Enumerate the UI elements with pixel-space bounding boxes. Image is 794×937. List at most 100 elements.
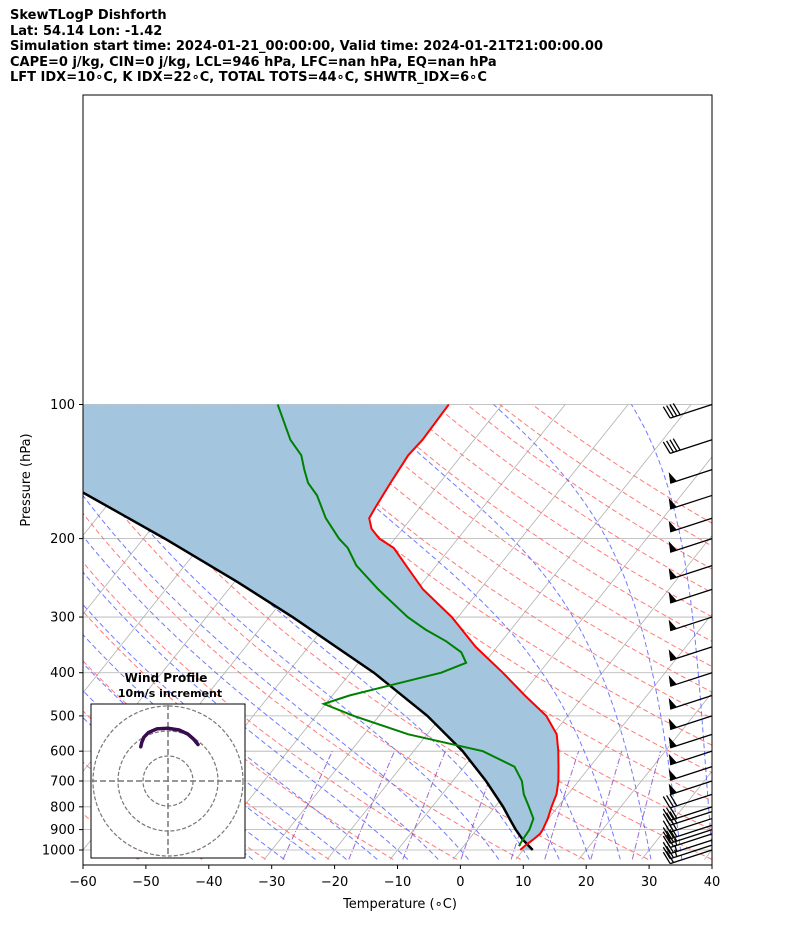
- wind-barb-flag: [668, 568, 677, 580]
- wind-barb-feather: [662, 406, 671, 419]
- wind-barb-feather: [662, 835, 671, 848]
- wind-barb-staff: [669, 694, 713, 710]
- moist-adiabat: [493, 404, 683, 860]
- wind-barb-feather: [669, 439, 678, 452]
- moist-adiabat: [268, 404, 621, 860]
- moist-adiabat: [83, 535, 439, 860]
- wind-barb-flag: [668, 753, 677, 765]
- dry-adiabat: [83, 610, 394, 860]
- wind-barb-flag: [668, 736, 677, 748]
- dewpoint-line: [276, 404, 535, 847]
- isotherm: [704, 849, 712, 860]
- header-indices: LFT IDX=10∘C, K IDX=22∘C, TOTAL TOTS=44∘…: [10, 70, 487, 86]
- wind-barb-flag: [668, 783, 677, 795]
- wind-barb-flag: [668, 520, 677, 532]
- isotherm: [641, 770, 712, 860]
- y-axis-label: Pressure (hPa): [19, 433, 34, 526]
- y-tick-label: 400: [50, 666, 75, 681]
- moist-adiabat: [83, 494, 469, 860]
- dry-adiabat: [238, 404, 712, 746]
- wind-barb-feather: [662, 813, 671, 826]
- wind-barb-feather: [662, 841, 671, 855]
- temperature-line: [368, 403, 560, 851]
- wind-barb-staff: [669, 517, 713, 533]
- wind-barb-feather: [669, 811, 678, 824]
- wind-barb-flag: [668, 649, 677, 661]
- wind-barb-feather: [662, 441, 671, 454]
- header-times: Simulation start time: 2024-01-21_00:00:…: [10, 39, 603, 55]
- wind-barb-feather: [666, 850, 675, 863]
- moist-adiabat: [630, 404, 712, 857]
- wind-barb-flag: [668, 769, 677, 781]
- isotherm: [326, 404, 692, 860]
- wind-barb-feather: [672, 438, 681, 451]
- x-tick-label: −10: [384, 875, 411, 890]
- x-tick-label: −50: [132, 875, 159, 890]
- wind-barb-flag: [668, 698, 677, 710]
- hodograph-line: [139, 726, 200, 749]
- wind-barb-feather: [666, 807, 675, 820]
- wind-barb-flag: [668, 498, 677, 509]
- wind-barb-staff: [669, 565, 713, 580]
- cape-shading: [83, 404, 559, 850]
- mixing-ratio-line: [590, 751, 623, 860]
- wind-barb-staff: [669, 844, 713, 860]
- wind-barb-staff: [669, 810, 713, 826]
- wind-barb-feather: [662, 808, 671, 821]
- x-tick-label: −40: [195, 875, 222, 890]
- x-tick-label: −30: [258, 875, 285, 890]
- x-tick-label: −20: [321, 875, 348, 890]
- wind-barb-flag: [668, 472, 677, 484]
- dry-adiabat: [83, 512, 521, 860]
- wind-barb-staff: [669, 766, 713, 781]
- wind-barb-feather: [662, 831, 671, 844]
- wind-barb-feather: [666, 834, 675, 847]
- wind-barb-staff: [669, 715, 713, 731]
- moist-adiabat: [365, 404, 652, 860]
- wind-barb-feather: [672, 403, 681, 416]
- y-tick-label: 200: [50, 532, 75, 547]
- y-tick-label: 100: [50, 398, 75, 413]
- y-tick-label: 600: [50, 745, 75, 760]
- wind-barb-feather: [666, 795, 675, 808]
- wind-barb-staff: [669, 537, 713, 553]
- cin-shading: [83, 404, 559, 850]
- wind-barb-staff: [669, 833, 713, 849]
- y-tick-label: 500: [50, 709, 75, 724]
- wind-barb-flag: [668, 591, 677, 603]
- wind-barb-half-feather: [674, 849, 678, 857]
- x-tick-label: −60: [69, 875, 96, 890]
- wind-barb-staff: [669, 616, 713, 632]
- moist-adiabat: [730, 405, 744, 860]
- wind-barbs: [662, 403, 713, 865]
- wind-profile-inset: Wind Profile 10m/s increment: [90, 671, 246, 859]
- wind-barb-staff: [669, 793, 713, 809]
- header-location: Lat: 54.14 Lon: -1.42: [10, 23, 163, 39]
- dry-adiabat: [434, 404, 712, 594]
- x-tick-label: 20: [578, 875, 595, 890]
- wind-barb-feather: [666, 440, 675, 453]
- wind-barb-staff: [669, 817, 713, 833]
- dry-adiabat: [0, 405, 74, 860]
- wind-barb-feather: [662, 851, 671, 864]
- wind-barb-staff: [669, 780, 713, 796]
- wind-barb-staff: [669, 849, 713, 865]
- dry-adiabat: [303, 404, 712, 693]
- wind-barb-feather: [666, 845, 675, 858]
- wind-barb-staff: [669, 646, 713, 662]
- wind-barb-feather: [666, 830, 675, 843]
- y-tick-label: 800: [50, 800, 75, 815]
- wind-barb-feather: [666, 812, 675, 825]
- wind-barb-feather: [666, 405, 675, 418]
- y-tick-label: 1000: [42, 844, 75, 859]
- x-tick-label: 40: [704, 875, 721, 890]
- dry-adiabat: [336, 404, 712, 668]
- wind-barb-staff: [669, 494, 713, 510]
- wind-barb-feather: [662, 820, 671, 833]
- moist-adiabat: [83, 446, 500, 860]
- x-tick-label: 0: [456, 875, 464, 890]
- wind-barb-flag: [668, 541, 677, 553]
- y-tick-label: 700: [50, 774, 75, 789]
- header-title: SkewTLogP Dishforth: [10, 8, 167, 23]
